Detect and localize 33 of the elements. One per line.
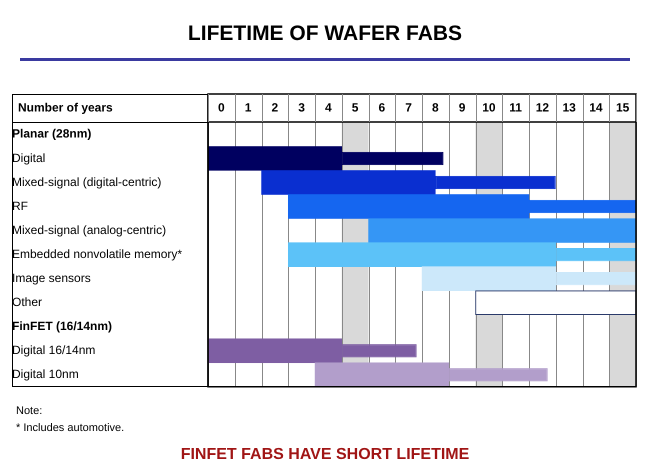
x-tick-label: 10 [482,100,496,115]
x-axis-title: Number of years [18,100,114,114]
x-tick-label: 7 [405,100,412,115]
x-tick-label: 6 [378,100,386,115]
x-tick-label: 3 [298,100,306,115]
y-tick-label: Embedded nonvolatile memory* [12,246,182,261]
x-tick-label: 12 [536,100,550,115]
y-tick-label: Digital 10nm [12,367,79,382]
x-tick-label: 5 [352,100,359,115]
text: Note: [16,404,44,419]
bar [368,218,636,243]
text: * Includes automotive. [16,421,124,436]
x-tick-label: 8 [432,100,440,115]
x-tick-label: 14 [589,100,603,115]
y-tick-label: Mixed-signal (analog-centric) [12,222,166,237]
y-tick-label: Digital [12,150,46,165]
x-tick-label: 9 [458,100,466,115]
chart-title: LIFETIME OF WAFER FABS [186,21,464,47]
text: FINFET FABS HAVE SHORT LIFETIME [180,446,470,464]
y-tick-label: Mixed-signal (digital-centric) [12,174,162,189]
y-tick-label: Planar (28nm) [12,126,92,141]
y-tick-label: Image sensors [12,270,91,285]
x-tick-label: 1 [244,100,252,115]
y-tick-label: Digital 16/14nm [12,343,96,358]
y-tick-label: FinFET (16/14nm) [12,319,112,334]
x-tick-label: 0 [218,100,226,115]
x-tick-label: 13 [562,100,576,115]
x-tick-label: 2 [272,100,279,115]
y-tick-label: RF [12,198,28,213]
x-tick-label: 15 [616,100,630,115]
y-tick-label: Other [12,294,42,309]
x-tick-label: 4 [325,100,332,115]
x-tick-label: 11 [509,100,522,115]
